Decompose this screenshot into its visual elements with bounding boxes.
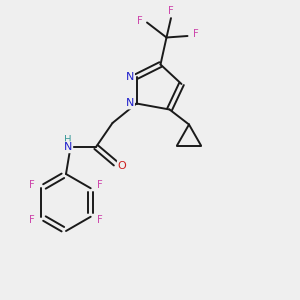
- Text: F: F: [29, 215, 34, 225]
- Text: F: F: [136, 16, 142, 26]
- Text: F: F: [98, 215, 103, 225]
- Text: O: O: [118, 161, 127, 171]
- Text: N: N: [126, 98, 134, 109]
- Text: F: F: [168, 6, 174, 16]
- Text: F: F: [193, 29, 199, 40]
- Text: N: N: [64, 142, 72, 152]
- Text: F: F: [98, 180, 103, 190]
- Text: N: N: [126, 71, 134, 82]
- Text: F: F: [29, 180, 34, 190]
- Text: H: H: [64, 135, 72, 146]
